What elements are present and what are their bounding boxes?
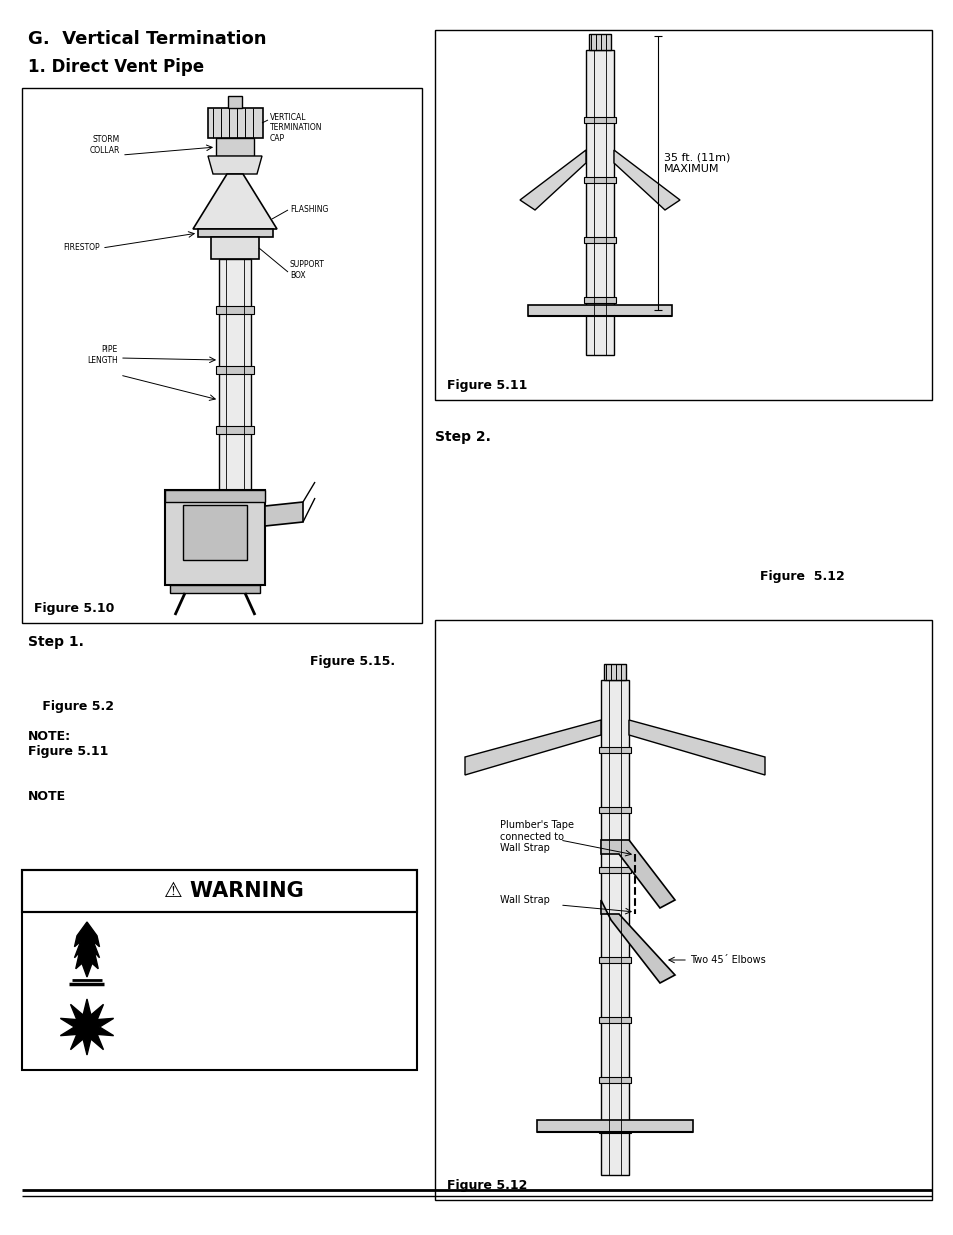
Text: Figure 5.11: Figure 5.11 bbox=[447, 379, 527, 391]
Polygon shape bbox=[519, 149, 585, 210]
Text: Figure  5.12: Figure 5.12 bbox=[760, 571, 844, 583]
Bar bbox=[208, 107, 263, 138]
Bar bbox=[588, 35, 610, 49]
Text: VERTICAL
TERMINATION
CAP: VERTICAL TERMINATION CAP bbox=[270, 112, 322, 143]
Bar bbox=[583, 237, 616, 243]
Text: NOTE:
Figure 5.11: NOTE: Figure 5.11 bbox=[28, 730, 109, 758]
Text: ⚠ WARNING: ⚠ WARNING bbox=[164, 881, 304, 902]
Bar bbox=[598, 867, 630, 873]
Text: NOTE: NOTE bbox=[28, 790, 66, 803]
Bar bbox=[215, 138, 253, 156]
Text: Two 45´ Elbows: Two 45´ Elbows bbox=[689, 955, 765, 965]
Bar bbox=[228, 96, 242, 107]
Text: G.  Vertical Termination: G. Vertical Termination bbox=[28, 30, 266, 48]
Polygon shape bbox=[464, 720, 600, 776]
Bar bbox=[598, 747, 630, 753]
Text: Figure 5.15.: Figure 5.15. bbox=[310, 655, 395, 668]
Text: Figure 5.2: Figure 5.2 bbox=[38, 700, 113, 713]
Text: Step 2.: Step 2. bbox=[435, 430, 491, 445]
Bar bbox=[211, 237, 258, 259]
Polygon shape bbox=[600, 900, 675, 983]
Polygon shape bbox=[614, 149, 679, 210]
Polygon shape bbox=[60, 999, 113, 1055]
Bar bbox=[215, 306, 253, 314]
Bar bbox=[22, 869, 416, 1070]
Bar bbox=[598, 1077, 630, 1083]
Polygon shape bbox=[193, 174, 276, 228]
Bar bbox=[603, 664, 625, 680]
Polygon shape bbox=[628, 720, 764, 776]
Text: STORM
COLLAR: STORM COLLAR bbox=[90, 136, 120, 154]
Bar bbox=[527, 305, 671, 316]
Bar bbox=[600, 680, 628, 1174]
Bar bbox=[215, 366, 253, 374]
Bar bbox=[598, 1016, 630, 1023]
Text: Figure 5.10: Figure 5.10 bbox=[34, 601, 114, 615]
Bar bbox=[537, 1120, 692, 1132]
Text: PIPE
LENGTH: PIPE LENGTH bbox=[87, 346, 118, 364]
Bar bbox=[170, 585, 260, 593]
Bar bbox=[583, 117, 616, 124]
Bar bbox=[165, 490, 265, 501]
Polygon shape bbox=[265, 501, 303, 526]
Text: SUPPORT
BOX: SUPPORT BOX bbox=[290, 261, 325, 279]
Bar bbox=[165, 490, 265, 585]
Bar bbox=[583, 296, 616, 303]
Bar bbox=[598, 806, 630, 813]
Polygon shape bbox=[208, 156, 262, 174]
Text: Wall Strap: Wall Strap bbox=[499, 895, 549, 905]
Bar bbox=[435, 30, 931, 400]
Bar bbox=[183, 505, 247, 559]
Bar bbox=[22, 88, 421, 622]
Text: Figure 5.12: Figure 5.12 bbox=[447, 1179, 527, 1192]
Text: 1. Direct Vent Pipe: 1. Direct Vent Pipe bbox=[28, 58, 204, 77]
Text: Plumber's Tape
connected to
Wall Strap: Plumber's Tape connected to Wall Strap bbox=[499, 820, 574, 853]
Bar bbox=[22, 869, 416, 911]
Polygon shape bbox=[74, 923, 99, 977]
Polygon shape bbox=[600, 840, 675, 908]
Text: Step 1.: Step 1. bbox=[28, 635, 84, 650]
Bar bbox=[435, 620, 931, 1200]
Bar bbox=[598, 957, 630, 963]
Text: FLASHING: FLASHING bbox=[290, 205, 328, 215]
Bar bbox=[219, 259, 251, 490]
Text: 35 ft. (11m)
MAXIMUM: 35 ft. (11m) MAXIMUM bbox=[663, 152, 730, 174]
Bar bbox=[215, 426, 253, 433]
Text: FIRESTOP: FIRESTOP bbox=[63, 243, 100, 252]
Bar bbox=[585, 49, 614, 354]
Bar bbox=[198, 228, 273, 237]
Bar bbox=[598, 1128, 630, 1132]
Bar bbox=[583, 177, 616, 183]
